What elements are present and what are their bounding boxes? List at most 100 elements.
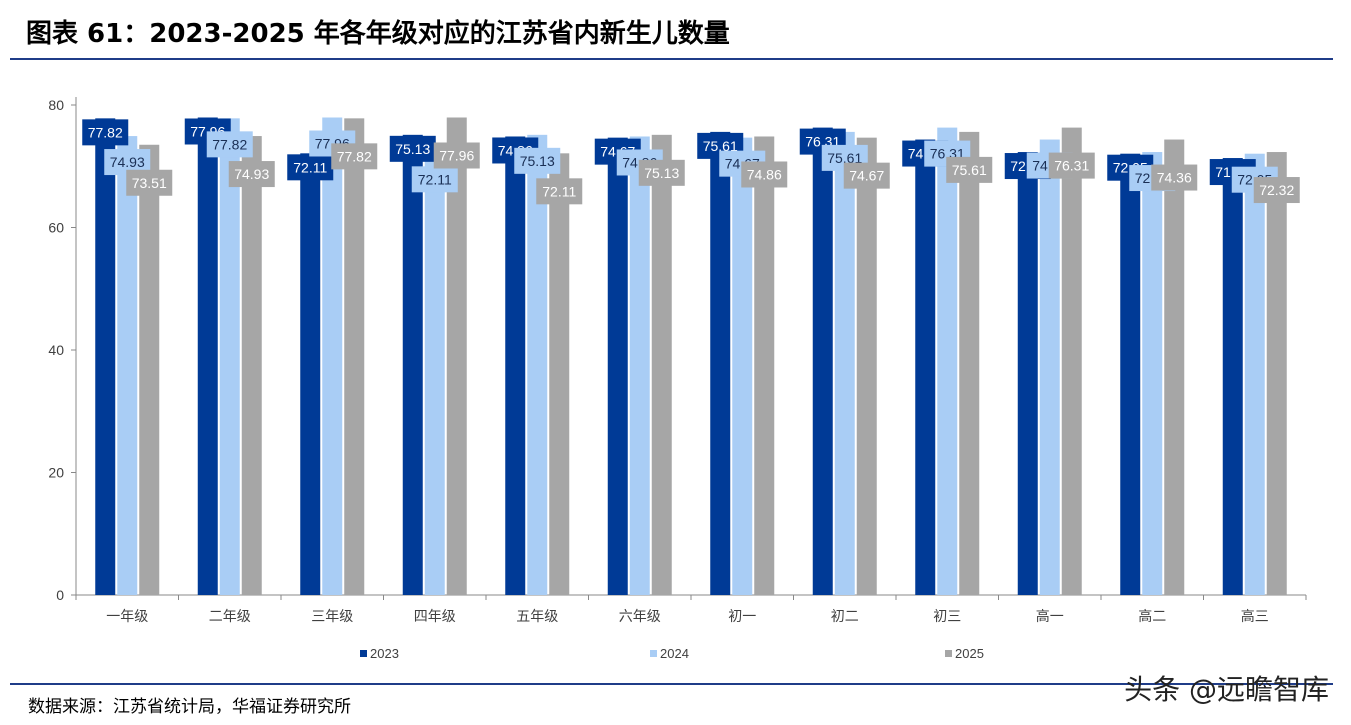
bar-2025-6 (651, 134, 672, 596)
bar-2024-12 (1244, 153, 1265, 595)
category-label: 二年级 (209, 609, 251, 625)
value-label-text: 75.61 (703, 138, 738, 154)
value-label-text: 74.86 (747, 166, 782, 182)
y-tick-label: 60 (48, 220, 64, 236)
value-label-box (82, 119, 129, 146)
value-label-2024-5: 75.13 (514, 147, 561, 174)
value-label-box (946, 156, 993, 183)
category-label: 三年级 (311, 609, 353, 625)
value-label-box (389, 135, 436, 162)
value-label-box (843, 162, 890, 189)
value-label-text: 75.13 (395, 141, 430, 157)
bar-2024-10 (1039, 139, 1060, 596)
value-label-text: 72.11 (293, 159, 327, 175)
bar-2025-11 (1164, 139, 1185, 596)
bar-2025-9 (959, 131, 980, 596)
legend-swatch-2025 (945, 650, 952, 657)
value-label-text: 73.51 (132, 175, 167, 191)
watermark: 头条 @远瞻智库 (1124, 673, 1329, 706)
value-label-text: 75.61 (952, 162, 987, 178)
value-label-2025-12: 72.32 (1253, 177, 1300, 204)
y-tick-label: 40 (48, 342, 64, 358)
value-label-text: 75.13 (644, 165, 679, 181)
value-label-2025-11: 74.36 (1151, 164, 1198, 191)
bar-2025-1 (139, 144, 160, 595)
category-label: 高三 (1241, 608, 1269, 625)
bar-2023-9 (915, 139, 936, 596)
value-label-2025-8: 74.67 (843, 162, 890, 189)
value-label-box (433, 142, 480, 169)
bar-2024-7 (732, 137, 753, 596)
legend-swatch-2024 (650, 650, 657, 657)
value-label-text: 75.13 (520, 153, 555, 169)
value-label-box (287, 154, 334, 181)
bar-chart: 0 20 40 60 80 一年级 二年级 三年级 四年级 五年级 六年级 初一 初二 初三 高一 高二 高三 7… (48, 97, 1307, 661)
category-label: 高一 (1036, 608, 1064, 625)
bar-2025-10 (1061, 127, 1082, 595)
value-label-2025-10: 76.31 (1048, 152, 1095, 179)
value-label-2025-1: 73.51 (126, 169, 173, 196)
value-label-text: 77.82 (212, 136, 247, 152)
value-label-box (1253, 177, 1300, 204)
value-label-box (638, 159, 685, 186)
value-label-text: 74.36 (1157, 170, 1192, 186)
bar-2023-7 (710, 131, 731, 596)
bar-2023-4 (402, 134, 423, 596)
bar-2024-6 (629, 136, 650, 596)
bar-2024-9 (937, 127, 958, 595)
legend-label-2025: 2025 (955, 646, 984, 661)
top-rule (10, 58, 1333, 60)
value-label-box (206, 131, 253, 158)
value-label-2023-4: 75.13 (389, 135, 436, 162)
value-label-text: 75.61 (827, 150, 862, 166)
value-label-text: 77.82 (337, 148, 372, 164)
bar-2024-1 (117, 136, 138, 595)
bar-2023-3 (300, 153, 321, 596)
category-label: 六年级 (619, 609, 661, 625)
bar-2025-8 (856, 137, 877, 596)
value-label-2025-3: 77.82 (331, 143, 378, 170)
bar-2025-4 (446, 117, 467, 596)
category-label: 初二 (831, 608, 859, 625)
bar-2024-4 (424, 153, 445, 596)
value-label-box (1048, 152, 1095, 179)
bar-2025-2 (241, 136, 262, 595)
source-note: 数据来源：江苏省统计局，华福证券研究所 (28, 697, 351, 717)
value-label-text: 74.93 (110, 154, 145, 170)
value-label-2024-4: 72.11 (411, 166, 458, 193)
legend-label-2023: 2023 (370, 646, 399, 661)
bar-2023-8 (812, 127, 833, 595)
category-label: 四年级 (414, 609, 456, 625)
bar-2023-10 (1017, 152, 1038, 596)
value-label-2025-5: 72.11 (536, 178, 583, 205)
bar-2023-6 (607, 137, 628, 596)
value-label-box (331, 143, 378, 170)
value-label-text: 72.11 (542, 183, 576, 199)
bar-2023-2 (197, 117, 218, 596)
value-label-box (1151, 164, 1198, 191)
bar-2023-12 (1222, 158, 1243, 596)
bar-2024-8 (834, 131, 855, 596)
category-label: 一年级 (106, 609, 148, 625)
value-label-text: 72.32 (1259, 182, 1294, 198)
bar-2023-11 (1120, 153, 1141, 595)
value-label-text: 76.31 (1054, 158, 1089, 174)
bar-2024-3 (322, 117, 343, 596)
value-label-box (228, 161, 275, 188)
y-tick-label: 0 (56, 587, 64, 603)
bar-2023-1 (95, 118, 116, 595)
y-tick-label: 80 (48, 97, 64, 113)
chart-title: 图表 61：2023-2025 年各年级对应的江苏省内新生儿数量 (26, 19, 730, 49)
y-tick-label: 20 (48, 465, 64, 481)
value-label-2023-3: 72.11 (287, 154, 334, 181)
bar-2025-3 (344, 118, 365, 595)
value-label-text: 74.93 (234, 166, 269, 182)
value-label-text: 77.96 (439, 147, 474, 163)
bar-2025-12 (1266, 152, 1287, 596)
category-label: 高二 (1138, 608, 1166, 625)
value-label-box (411, 166, 458, 193)
value-label-2025-2: 74.93 (228, 161, 275, 188)
value-label-box (514, 147, 561, 174)
category-label: 初三 (933, 608, 961, 625)
bar-2025-7 (754, 136, 775, 596)
